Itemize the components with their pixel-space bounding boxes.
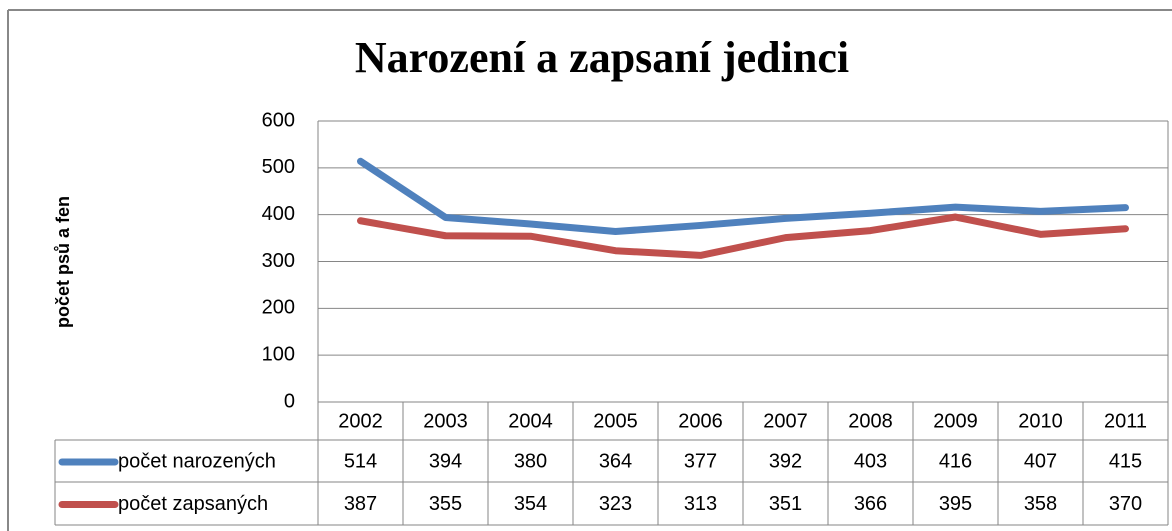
y-tick-label: 0 bbox=[284, 390, 295, 412]
y-tick-label: 300 bbox=[262, 250, 295, 272]
table-value: 387 bbox=[344, 493, 377, 515]
table-value: 416 bbox=[939, 450, 972, 472]
series-line bbox=[357, 157, 1129, 236]
legend-label: počet zapsaných bbox=[118, 493, 268, 515]
x-tick-label: 2010 bbox=[1018, 410, 1063, 432]
x-tick-label: 2004 bbox=[508, 410, 553, 432]
x-tick-label: 2009 bbox=[933, 410, 978, 432]
table-value: 354 bbox=[514, 493, 547, 515]
table-value: 392 bbox=[769, 450, 802, 472]
x-tick-label: 2007 bbox=[763, 410, 808, 432]
x-tick-label: 2006 bbox=[678, 410, 723, 432]
table-value: 358 bbox=[1024, 493, 1057, 515]
y-axis-label: počet psů a fen bbox=[53, 196, 73, 328]
table-value: 370 bbox=[1109, 493, 1142, 515]
y-tick-label: 500 bbox=[262, 156, 295, 178]
y-tick-label: 200 bbox=[262, 297, 295, 319]
y-tick-label: 600 bbox=[262, 109, 295, 131]
table-value: 351 bbox=[769, 493, 802, 515]
chart-title: Narození a zapsaní jedinci bbox=[355, 33, 849, 82]
table-value: 364 bbox=[599, 450, 632, 472]
y-tick-label: 100 bbox=[262, 343, 295, 365]
series-line bbox=[357, 213, 1129, 259]
table-value: 355 bbox=[429, 493, 462, 515]
x-tick-label: 2003 bbox=[423, 410, 468, 432]
table-value: 415 bbox=[1109, 450, 1142, 472]
table-value: 394 bbox=[429, 450, 462, 472]
table-value: 407 bbox=[1024, 450, 1057, 472]
y-tick-label: 400 bbox=[262, 203, 295, 225]
table-value: 366 bbox=[854, 493, 887, 515]
table-value: 403 bbox=[854, 450, 887, 472]
table-value: 395 bbox=[939, 493, 972, 515]
x-tick-label: 2011 bbox=[1104, 410, 1147, 432]
legend-label: počet narozených bbox=[118, 450, 276, 472]
table-value: 313 bbox=[684, 493, 717, 515]
x-tick-label: 2005 bbox=[593, 410, 638, 432]
table-value: 323 bbox=[599, 493, 632, 515]
x-tick-label: 2002 bbox=[338, 410, 383, 432]
table-value: 514 bbox=[344, 450, 377, 472]
x-tick-label: 2008 bbox=[848, 410, 893, 432]
table-value: 377 bbox=[684, 450, 717, 472]
table-value: 380 bbox=[514, 450, 547, 472]
